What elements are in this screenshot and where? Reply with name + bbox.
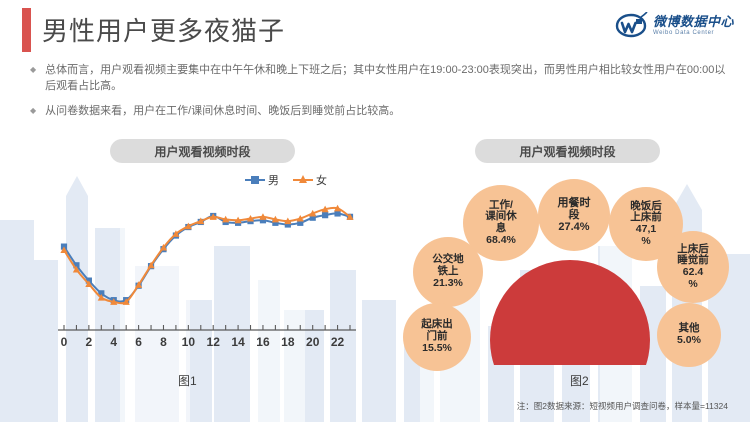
data-point-marker <box>234 216 242 224</box>
summary-bullet-list: ◆ 总体而言，用户观看视频主要集中在中午午休和晚上下班之后；其中女性用户在19:… <box>30 62 730 128</box>
bubble-label: 公交地 铁上 <box>432 253 464 278</box>
bubble-label: 其他 <box>678 322 700 335</box>
bullet-item: ◆ 总体而言，用户观看视频主要集中在中午午休和晚上下班之后；其中女性用户在19:… <box>30 62 730 94</box>
data-point-marker <box>110 298 118 305</box>
data-point-marker <box>135 281 143 288</box>
bubble-value: 15.5% <box>422 341 452 354</box>
bubble-value: 62.4% <box>682 266 704 290</box>
data-point-marker <box>284 217 292 225</box>
data-point-marker <box>333 204 342 212</box>
bubble-value: 21.3% <box>433 276 463 289</box>
legend-swatch-female <box>293 175 313 183</box>
bubble-value: 47,1% <box>635 223 657 247</box>
bubble-value: 68.4% <box>486 233 516 246</box>
legend-swatch-male <box>245 176 265 184</box>
bullet-text: 总体而言，用户观看视频主要集中在中午午休和晚上下班之后；其中女性用户在19:00… <box>45 64 726 92</box>
bubble-label: 工作/课间休息 <box>485 198 517 234</box>
data-point-marker <box>60 246 68 253</box>
weibo-eye-icon <box>614 11 648 38</box>
survey-bubble-chart: 公交地 铁上 21.3% 工作/课间休息 68.4% 用餐时段 27.4% 晚饭后 上床前 47,… <box>395 175 750 371</box>
legend-label-male: 男 <box>268 175 279 187</box>
bubble-label: 晚饭后 上床前 <box>630 199 662 224</box>
brand-name-cn: 微博数据中心 <box>652 13 734 29</box>
data-point-marker <box>284 221 291 228</box>
title-accent-bar <box>22 8 31 52</box>
legend-item-female: 女 <box>293 172 327 188</box>
data-point-marker <box>172 230 180 237</box>
x-axis-tick-label: 8 <box>160 335 167 349</box>
page-title: 男性用户更多夜猫子 <box>42 16 286 46</box>
brand-logo-text: 微博数据中心 Weibo Data Center <box>653 15 734 36</box>
viewing-time-line-chart: 0 2 4 6 8 10 12 14 16 18 20 22 <box>58 204 356 349</box>
bubble-morning: 起床出 门前 15.5% <box>403 303 471 371</box>
diamond-bullet-icon: ◆ <box>30 65 37 74</box>
data-point-marker <box>85 280 93 287</box>
x-axis-tick-label: 22 <box>331 335 345 349</box>
page-header: 男性用户更多夜猫子 微博数据中心 Weibo Data Center <box>0 0 750 58</box>
x-axis-tick-label: 2 <box>86 335 93 349</box>
data-point-marker <box>309 214 316 221</box>
data-point-marker <box>297 219 304 226</box>
data-point-marker <box>259 213 267 220</box>
data-point-marker <box>72 265 81 273</box>
data-point-marker <box>272 219 279 226</box>
x-axis-tick-label: 0 <box>61 335 68 349</box>
data-point-marker <box>334 210 341 217</box>
data-point-marker <box>222 215 230 223</box>
x-axis-tick-label: 20 <box>306 335 320 349</box>
data-point-marker <box>184 222 192 230</box>
bubble-work-break: 工作/课间休息 68.4% <box>463 185 539 261</box>
line-series-female <box>63 206 351 305</box>
figure-1-caption: 图1 <box>178 374 197 388</box>
bubble-value: 27.4% <box>558 221 590 234</box>
bubble-label: 用餐时段 <box>557 196 591 221</box>
brand-logo: 微博数据中心 Weibo Data Center <box>614 11 734 38</box>
bubble-before-sleep: 上床后 睡觉前 62.4% <box>657 231 729 303</box>
line-series-male <box>63 212 351 303</box>
data-point-marker <box>246 214 255 222</box>
data-point-marker <box>97 294 105 301</box>
data-point-marker <box>346 213 354 220</box>
x-axis-tick-label: 6 <box>135 335 142 349</box>
bubble-meal-time: 用餐时段 27.4% <box>538 179 610 251</box>
data-point-marker <box>259 217 267 224</box>
x-axis-tick-label: 16 <box>256 335 270 349</box>
data-point-marker <box>209 213 217 220</box>
diamond-bullet-icon: ◆ <box>30 106 37 115</box>
data-point-marker <box>296 214 304 222</box>
bubble-label: 上床后 睡觉前 <box>677 242 709 267</box>
bubble-other: 其他 5.0% <box>657 303 721 367</box>
x-axis-tick-label: 18 <box>281 335 295 349</box>
data-point-marker <box>197 217 205 225</box>
red-dome-shape <box>490 260 650 365</box>
brand-name-en: Weibo Data Center <box>652 29 715 36</box>
bullet-item: ◆ 从问卷数据来看，用户在工作/课间休息时间、晚饭后到睡觉前占比较高。 <box>30 103 730 119</box>
section-header-right: 用户观看视频时段 <box>475 139 660 163</box>
legend-label-female: 女 <box>316 175 327 187</box>
bubble-commute: 公交地 铁上 21.3% <box>413 237 483 307</box>
source-note: 注：图2数据来源：短视频用户调查问卷，样本量=11324 <box>516 401 728 411</box>
data-point-marker <box>322 212 329 219</box>
data-point-marker <box>309 209 317 217</box>
section-header-left: 用户观看视频时段 <box>110 139 295 163</box>
bubble-value: 5.0% <box>677 334 701 346</box>
x-axis-tick-label: 10 <box>182 335 196 349</box>
x-axis-tick-label: 4 <box>110 335 117 349</box>
bullet-text: 从问卷数据来看，用户在工作/课间休息时间、晚饭后到睡觉前占比较高。 <box>45 105 401 117</box>
data-point-marker <box>73 262 80 269</box>
figure-2-caption: 图2 <box>570 374 589 388</box>
data-point-marker <box>147 261 155 269</box>
data-point-marker <box>122 298 130 305</box>
data-point-marker <box>321 205 329 213</box>
x-axis-tick-label: 12 <box>207 335 221 349</box>
bubble-label: 起床出 门前 <box>421 318 453 343</box>
x-axis-tick-label: 14 <box>231 335 245 349</box>
legend-item-male: 男 <box>245 172 279 188</box>
data-point-marker <box>159 243 168 251</box>
data-point-marker <box>271 215 279 223</box>
line-chart-legend: 男 女 <box>245 172 327 188</box>
data-point-marker <box>98 290 105 297</box>
